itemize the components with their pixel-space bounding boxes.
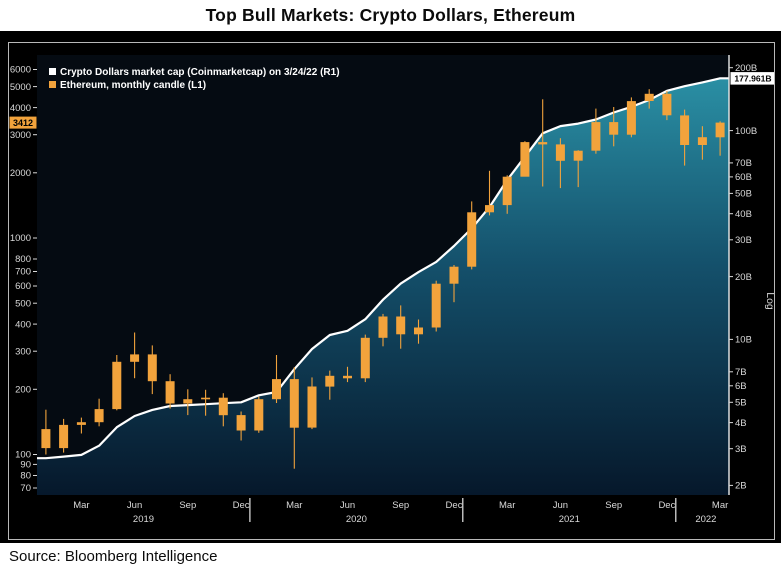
svg-text:10B: 10B xyxy=(735,335,752,346)
svg-text:500: 500 xyxy=(15,298,31,309)
svg-text:Sep: Sep xyxy=(392,500,409,511)
svg-text:20B: 20B xyxy=(735,272,752,283)
svg-text:40B: 40B xyxy=(735,209,752,220)
svg-text:7B: 7B xyxy=(735,367,747,378)
marketcap-last-badge: 177.961B xyxy=(730,72,774,85)
svg-text:Crypto Dollars market cap (Coi: Crypto Dollars market cap (Coinmarketcap… xyxy=(60,67,340,78)
ethereum-candles xyxy=(41,89,725,469)
svg-text:Mar: Mar xyxy=(712,500,728,511)
svg-text:4B: 4B xyxy=(735,418,747,429)
svg-text:2020: 2020 xyxy=(346,514,367,525)
svg-text:Jun: Jun xyxy=(553,500,568,511)
source-text: Source: Bloomberg Intelligence xyxy=(9,548,218,565)
log-axis-label: Log xyxy=(764,292,774,310)
svg-text:2022: 2022 xyxy=(695,514,716,525)
marketcap-line xyxy=(37,77,729,460)
svg-text:100: 100 xyxy=(15,450,31,461)
svg-text:6B: 6B xyxy=(735,381,747,392)
svg-text:200B: 200B xyxy=(735,63,757,74)
svg-text:200: 200 xyxy=(15,385,31,396)
svg-text:30B: 30B xyxy=(735,235,752,246)
svg-text:Mar: Mar xyxy=(286,500,302,511)
left-axis: 6000 5000 4000 3000 2000 1000 800 700 600 500 400 3… xyxy=(10,65,37,494)
svg-text:60B: 60B xyxy=(735,172,752,183)
chart-panel: 6000 5000 4000 3000 2000 1000 800 700 600 500 400 3… xyxy=(8,42,775,540)
svg-text:Mar: Mar xyxy=(73,500,89,511)
chart-legend: Crypto Dollars market cap (Coinmarketcap… xyxy=(49,67,340,91)
page-title: Top Bull Markets: Crypto Dollars, Ethere… xyxy=(205,5,576,25)
svg-text:600: 600 xyxy=(15,281,31,292)
svg-text:2019: 2019 xyxy=(133,514,154,525)
svg-text:2021: 2021 xyxy=(559,514,580,525)
svg-text:Jun: Jun xyxy=(340,500,355,511)
svg-text:70B: 70B xyxy=(735,158,752,169)
svg-text:4000: 4000 xyxy=(10,103,31,114)
svg-text:400: 400 xyxy=(15,319,31,330)
svg-text:2B: 2B xyxy=(735,481,747,492)
svg-text:700: 700 xyxy=(15,267,31,278)
svg-text:90: 90 xyxy=(20,460,31,471)
svg-text:100B: 100B xyxy=(735,126,757,137)
svg-text:Jun: Jun xyxy=(127,500,142,511)
source-bar: Source: Bloomberg Intelligence xyxy=(0,543,781,570)
svg-text:70: 70 xyxy=(20,483,31,494)
svg-text:5000: 5000 xyxy=(10,82,31,93)
svg-text:3B: 3B xyxy=(735,444,747,455)
svg-text:300: 300 xyxy=(15,346,31,357)
svg-text:3000: 3000 xyxy=(10,130,31,141)
svg-text:80: 80 xyxy=(20,471,31,482)
svg-text:800: 800 xyxy=(15,254,31,265)
svg-text:2000: 2000 xyxy=(10,168,31,179)
svg-text:Dec: Dec xyxy=(446,500,463,511)
ethereum-last-badge: 3412 xyxy=(9,116,37,129)
svg-text:50B: 50B xyxy=(735,189,752,200)
svg-text:Dec: Dec xyxy=(658,500,675,511)
svg-text:Sep: Sep xyxy=(179,500,196,511)
x-axis: Mar Jun Sep Dec Mar Jun Sep Dec Mar Jun Sep Dec Mar 2… xyxy=(73,498,728,525)
right-axis: 200B 100B 70B 60B 50B 40B 30B 20B 10B 7B 6B 5B 4B 3B 2… xyxy=(729,63,757,492)
svg-text:177.961B: 177.961B xyxy=(734,74,771,84)
svg-text:6000: 6000 xyxy=(10,65,31,76)
chart-canvas: 6000 5000 4000 3000 2000 1000 800 700 600 500 400 3… xyxy=(9,55,774,525)
svg-text:5B: 5B xyxy=(735,398,747,409)
marketcap-area xyxy=(37,78,729,496)
svg-text:Ethereum, monthly candle (L1): Ethereum, monthly candle (L1) xyxy=(60,80,206,91)
svg-text:Dec: Dec xyxy=(233,500,250,511)
svg-text:3412: 3412 xyxy=(13,118,33,128)
svg-text:1000: 1000 xyxy=(10,233,31,244)
svg-text:Sep: Sep xyxy=(605,500,622,511)
title-bar: Top Bull Markets: Crypto Dollars, Ethere… xyxy=(0,0,781,31)
svg-text:Mar: Mar xyxy=(499,500,515,511)
